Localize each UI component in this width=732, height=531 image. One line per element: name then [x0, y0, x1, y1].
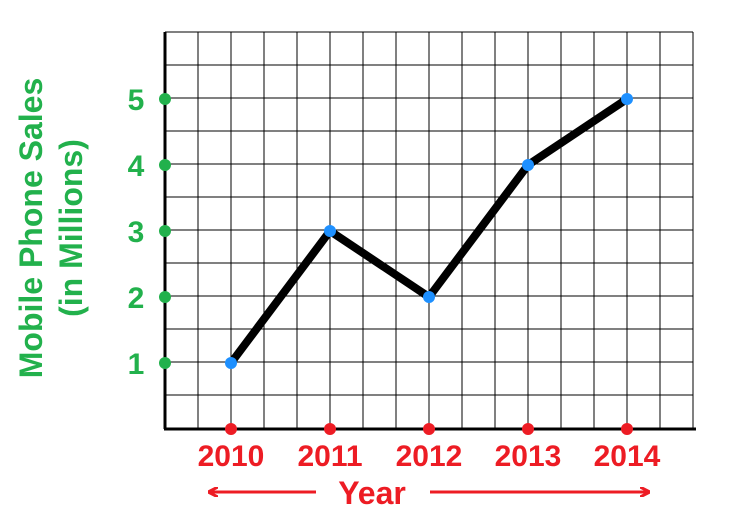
- y-tick-dot: [159, 93, 171, 105]
- y-tick-labels: 1 2 3 4 5: [128, 84, 171, 381]
- x-tick-label: 2010: [198, 440, 265, 473]
- x-tick-dot: [423, 423, 435, 435]
- y-axis-label-line1: Mobile Phone Sales: [13, 78, 49, 379]
- data-point: [423, 291, 435, 303]
- data-point: [225, 357, 237, 369]
- x-tick-dot: [621, 423, 633, 435]
- y-tick-label: 2: [128, 282, 145, 315]
- y-tick-label: 5: [128, 84, 145, 117]
- x-tick-label: 2011: [297, 440, 362, 473]
- grid: [165, 31, 694, 429]
- y-axis-label-line2: (in Millions): [53, 139, 89, 317]
- data-point: [324, 225, 336, 237]
- y-tick-dot: [159, 159, 171, 171]
- y-tick-dot: [159, 357, 171, 369]
- x-tick-label: 2012: [396, 440, 463, 473]
- series: [225, 93, 633, 369]
- y-tick-dot: [159, 291, 171, 303]
- y-axis-label: Mobile Phone Sales (in Millions): [13, 78, 89, 379]
- data-point: [522, 159, 534, 171]
- x-tick-dot: [225, 423, 237, 435]
- data-point: [621, 93, 633, 105]
- x-tick-label: 2014: [594, 440, 661, 473]
- y-tick-label: 4: [128, 150, 145, 183]
- y-tick-label: 3: [128, 216, 145, 249]
- x-tick-dot: [324, 423, 336, 435]
- x-tick-dot: [522, 423, 534, 435]
- x-tick-labels: 2010 2011 2012 2013 2014: [198, 423, 661, 473]
- x-axis-label: Year: [338, 475, 406, 511]
- y-tick-dot: [159, 225, 171, 237]
- x-tick-label: 2013: [495, 440, 562, 473]
- y-tick-label: 1: [128, 348, 145, 381]
